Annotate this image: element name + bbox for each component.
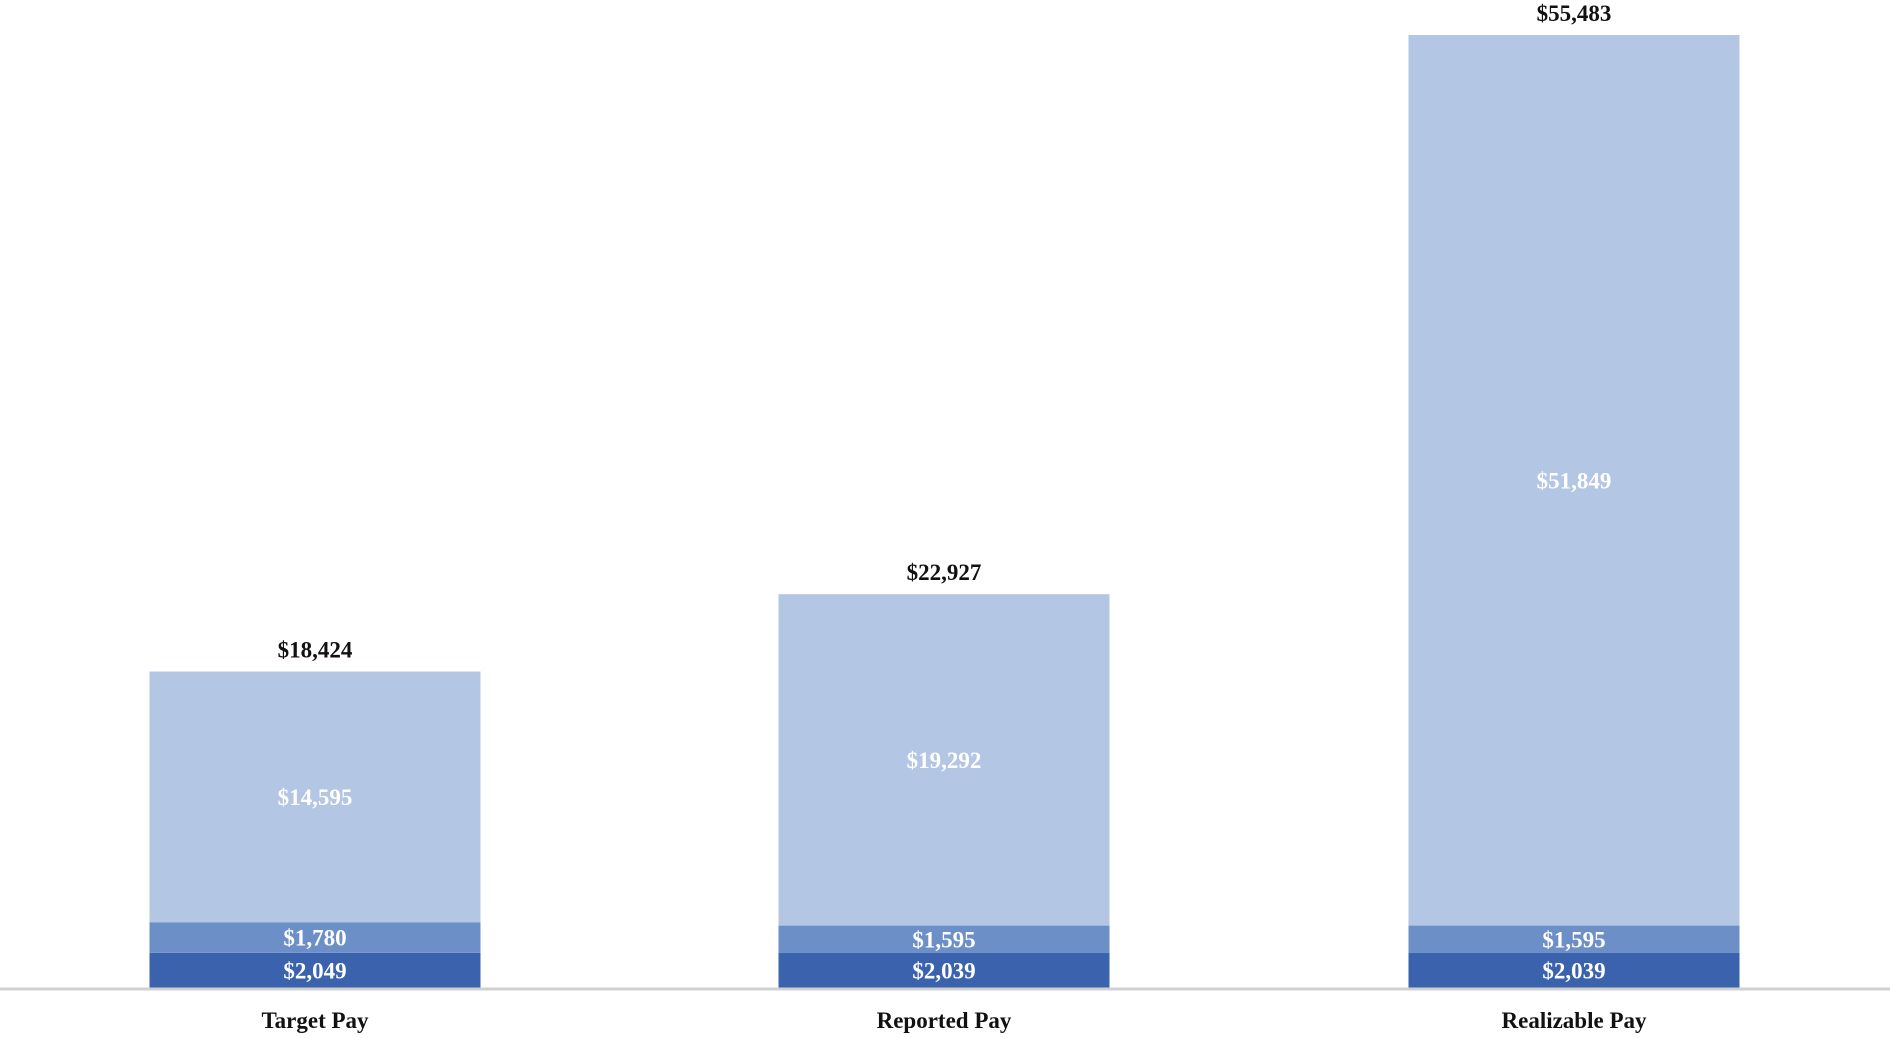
bar-segment xyxy=(149,671,481,923)
bar-segment xyxy=(149,922,481,953)
data-label: $1,595 xyxy=(1542,927,1605,952)
bar-segment xyxy=(778,594,1110,926)
category-tick-label: Target Pay xyxy=(261,1008,369,1033)
category-tick-label: Realizable Pay xyxy=(1502,1008,1647,1033)
total-label: $22,927 xyxy=(907,560,982,585)
data-label: $2,039 xyxy=(912,958,975,983)
data-label: $1,780 xyxy=(283,926,346,951)
data-label: $2,049 xyxy=(283,958,346,983)
data-label: $2,039 xyxy=(1542,958,1605,983)
bar-segment xyxy=(1408,35,1740,926)
bar-segment xyxy=(778,925,1110,953)
total-label: $18,424 xyxy=(278,638,353,663)
total-label: $55,483 xyxy=(1537,1,1612,26)
bar-segment xyxy=(1408,952,1740,988)
data-label: $14,595 xyxy=(278,785,353,810)
data-label: $51,849 xyxy=(1537,468,1612,493)
bar-segment xyxy=(778,952,1110,988)
category-tick-label: Reported Pay xyxy=(877,1008,1012,1033)
bar-segment xyxy=(149,952,481,988)
data-label: $19,292 xyxy=(907,748,982,773)
bar-segment xyxy=(1408,925,1740,953)
data-label: $1,595 xyxy=(912,927,975,952)
